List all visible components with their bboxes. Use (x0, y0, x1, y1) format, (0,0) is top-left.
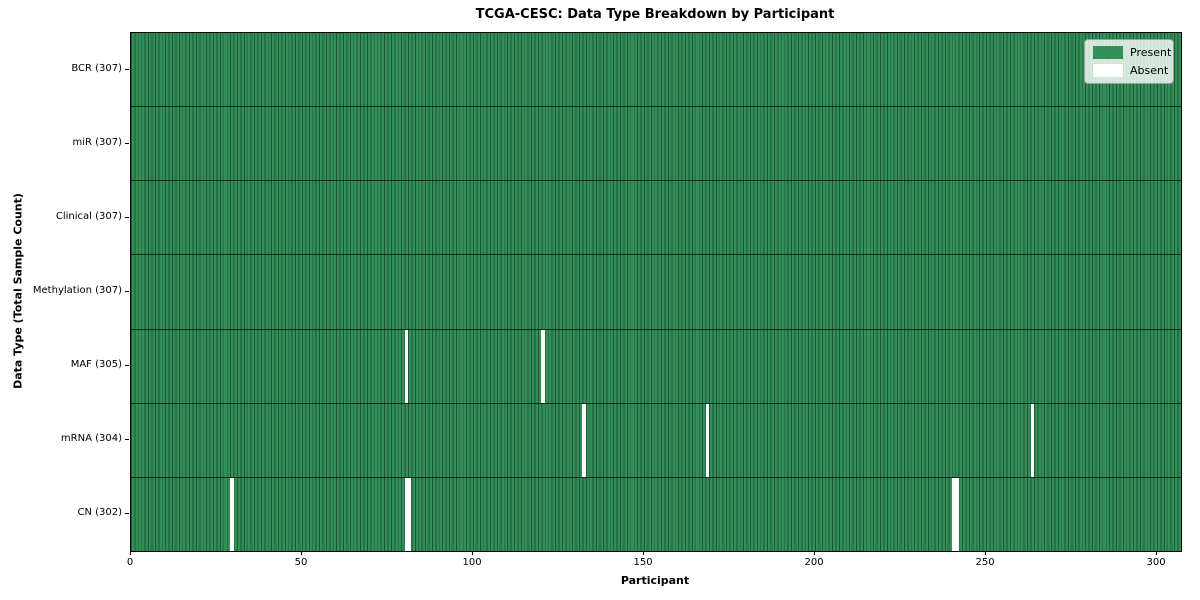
heatmap-row-Methylation (131, 254, 1181, 329)
absent-gap (705, 403, 709, 477)
legend-present-label: Present (1130, 46, 1172, 59)
absent-gap (582, 403, 586, 477)
heatmap-row-CN (131, 476, 1181, 551)
y-tick-mark (125, 217, 129, 218)
legend: Present Absent (1084, 39, 1174, 84)
absent-gap (1030, 403, 1034, 477)
x-tick-mark (472, 551, 474, 555)
heatmap-row-miR (131, 106, 1181, 181)
absent-gap (404, 329, 409, 403)
x-tick-label: 150 (633, 557, 653, 568)
legend-entry-absent: Absent (1093, 64, 1169, 77)
y-tick-mark (125, 365, 129, 366)
heatmap-row-MAF (131, 328, 1181, 403)
x-axis-label: Participant (620, 574, 690, 587)
x-tick-mark (130, 551, 131, 555)
x-tick-mark (1156, 551, 1158, 555)
y-tick-label: BCR (307) (71, 63, 122, 74)
y-tick-label: mRNA (304) (60, 433, 122, 444)
x-tick-label: 0 (126, 557, 134, 568)
legend-present-swatch (1093, 46, 1123, 59)
absent-gap (230, 477, 234, 551)
y-tick-mark (125, 143, 129, 144)
x-tick-label: 100 (462, 557, 482, 568)
legend-entry-present: Present (1093, 46, 1171, 59)
absent-gap (951, 477, 959, 551)
y-tick-mark (125, 291, 129, 292)
heatmap-row-BCR (131, 33, 1181, 107)
y-tick-mark (125, 69, 129, 70)
absent-gap (541, 329, 545, 403)
x-tick-label: 200 (804, 557, 824, 568)
y-tick-label: miR (307) (72, 137, 122, 148)
y-tick-mark (125, 513, 129, 514)
y-tick-label: MAF (305) (70, 359, 122, 370)
y-tick-label: Clinical (307) (55, 211, 122, 222)
x-tick-mark (643, 551, 645, 555)
x-tick-mark (814, 551, 816, 555)
x-tick-mark (985, 551, 987, 555)
x-tick-label: 50 (294, 557, 308, 568)
chart-title: TCGA-CESC: Data Type Breakdown by Partic… (475, 7, 835, 22)
x-tick-label: 300 (1146, 557, 1166, 568)
heatmap-row-Clinical (131, 180, 1181, 255)
absent-gap (404, 477, 412, 551)
y-tick-label: CN (302) (77, 507, 122, 518)
y-tick-mark (125, 439, 129, 440)
legend-absent-label: Absent (1130, 64, 1169, 77)
legend-absent-swatch (1093, 64, 1123, 77)
heatmap-row-mRNA (131, 402, 1181, 477)
x-tick-label: 250 (975, 557, 995, 568)
x-tick-mark (301, 551, 302, 555)
plot-area (130, 32, 1182, 552)
y-tick-label: Methylation (307) (32, 285, 122, 296)
